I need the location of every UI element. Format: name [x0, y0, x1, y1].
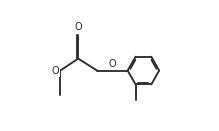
Text: O: O: [108, 59, 116, 69]
Text: O: O: [74, 22, 82, 32]
Text: O: O: [51, 66, 59, 76]
